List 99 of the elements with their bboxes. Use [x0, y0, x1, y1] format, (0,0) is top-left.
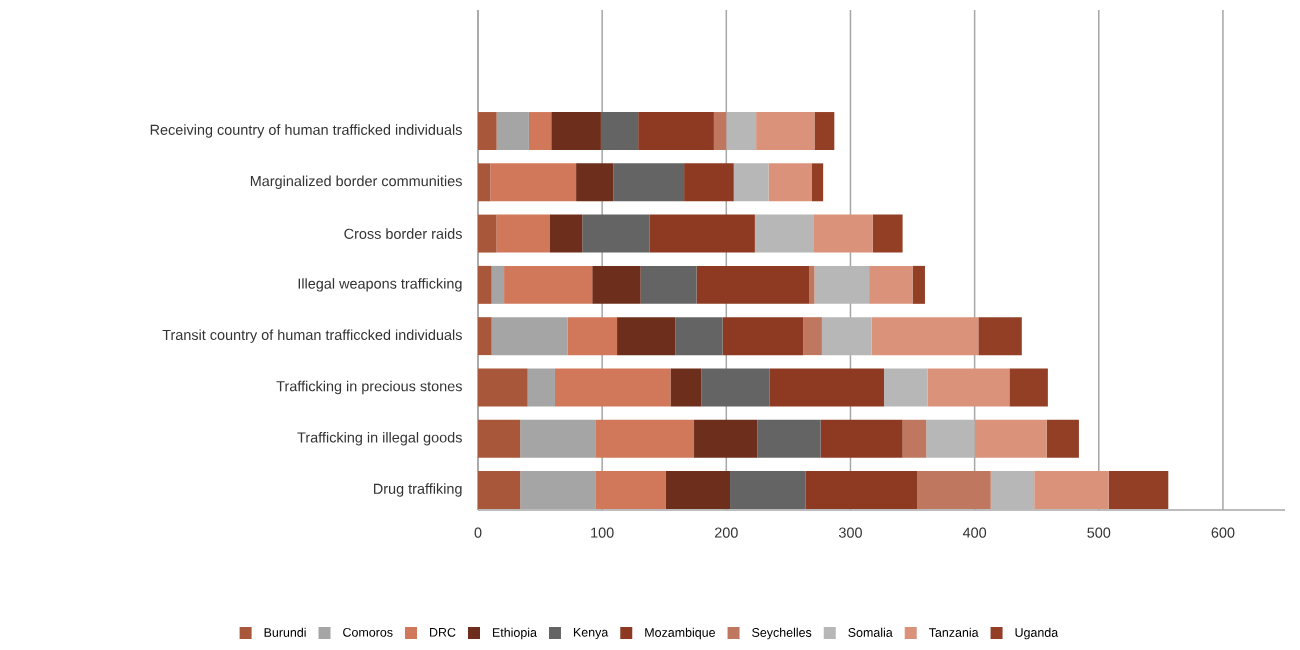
- x-tick-label: 200: [714, 527, 738, 538]
- bar: [595, 419, 695, 458]
- bar: [978, 317, 1022, 356]
- bar: [478, 368, 528, 407]
- bar: [974, 419, 1047, 458]
- bar: [649, 214, 755, 253]
- bar: [592, 265, 641, 304]
- bar: [1108, 471, 1169, 509]
- legend-label: Burundi: [264, 627, 306, 637]
- bar: [684, 163, 734, 202]
- y-tick-label: Transit country of human trafficcked individuals: [162, 329, 462, 343]
- y-tick-label: Trafficking in illegal goods: [297, 431, 462, 446]
- x-tick-label: 400: [962, 527, 987, 538]
- legend-label: DRC: [430, 627, 456, 637]
- bar: [990, 471, 1035, 509]
- legend-label: Somalia: [848, 627, 893, 637]
- bar: [638, 112, 714, 150]
- bar: [478, 265, 492, 304]
- bar: [820, 419, 903, 458]
- bar: [733, 163, 769, 202]
- bar: [478, 419, 521, 458]
- bar: [821, 317, 872, 356]
- y-tick-label: Marginalized border communities: [250, 175, 462, 190]
- bar: [490, 163, 577, 202]
- bar: [595, 471, 666, 509]
- bar: [902, 419, 927, 458]
- bar: [872, 214, 903, 253]
- bar: [551, 112, 601, 150]
- bar: [883, 368, 928, 407]
- bar: [576, 163, 614, 202]
- bar: [491, 317, 568, 356]
- bar: [528, 112, 552, 150]
- y-tick-label: Drug traffiking: [374, 483, 462, 497]
- legend-label: Uganda: [1015, 627, 1059, 640]
- bar: [757, 419, 821, 458]
- bar: [803, 317, 822, 356]
- x-tick-label: 0: [474, 527, 482, 538]
- bar: [701, 368, 770, 407]
- bar: [617, 317, 676, 356]
- y-tick-label: Cross border raids: [344, 228, 462, 239]
- bar: [550, 214, 583, 253]
- bar: [1034, 471, 1109, 509]
- bar: [917, 471, 991, 509]
- bar: [567, 317, 618, 356]
- bar: [769, 368, 884, 407]
- y-tick-label: Trafficking in precious stones: [276, 380, 462, 395]
- x-tick-label: 600: [1211, 527, 1235, 538]
- bar: [496, 112, 529, 150]
- bar: [768, 163, 812, 202]
- bar: [478, 214, 497, 253]
- bar: [600, 112, 639, 150]
- bar: [814, 112, 835, 150]
- bar: [813, 214, 873, 253]
- bar: [582, 214, 650, 253]
- x-tick-label: 100: [591, 527, 614, 538]
- bar: [726, 112, 757, 150]
- bar: [1046, 419, 1079, 458]
- bar: [665, 471, 731, 509]
- bar: [927, 368, 1010, 407]
- bar: [696, 265, 810, 304]
- bar: [926, 419, 975, 458]
- bar: [478, 163, 491, 202]
- y-tick-label: Receiving country of human trafficked individuals: [150, 124, 462, 138]
- bar: [805, 471, 918, 509]
- bar: [478, 471, 521, 509]
- y-tick-label: Illegal weapons trafficking: [298, 278, 462, 292]
- bar: [754, 214, 814, 253]
- bar: [640, 265, 697, 304]
- bar: [496, 214, 551, 253]
- bar: [670, 368, 702, 407]
- bar: [912, 265, 925, 304]
- bar: [554, 368, 671, 407]
- bar: [713, 112, 727, 150]
- bar: [478, 317, 492, 356]
- bar: [871, 317, 979, 356]
- legend-label: Ethiopia: [492, 627, 537, 640]
- bar: [1009, 368, 1048, 407]
- bar: [675, 317, 723, 356]
- bar: [504, 265, 593, 304]
- bar: [756, 112, 815, 150]
- bar: [694, 419, 758, 458]
- bar: [491, 265, 505, 304]
- bar: [730, 471, 806, 509]
- bar: [809, 265, 815, 304]
- legend-label: Mozambique: [645, 627, 715, 640]
- x-tick-label: 300: [838, 527, 862, 538]
- x-tick-label: 500: [1087, 527, 1111, 538]
- legend-label: Tanzania: [929, 627, 979, 637]
- bar: [814, 265, 870, 304]
- bar: [527, 368, 555, 407]
- bar: [613, 163, 685, 202]
- bar: [478, 112, 497, 150]
- bar: [811, 163, 824, 202]
- bar: [869, 265, 913, 304]
- bar: [520, 419, 596, 458]
- legend-label: Comoros: [343, 627, 393, 637]
- legend-label: Seychelles: [752, 627, 812, 640]
- legend-label: Kenya: [573, 627, 609, 640]
- bar: [722, 317, 804, 356]
